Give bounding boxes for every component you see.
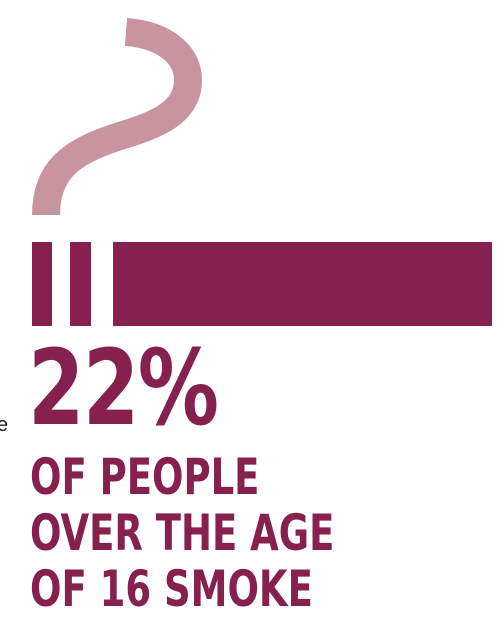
cigarette-filter-stripe-2	[70, 242, 91, 326]
caption-line-3: OF 16 SMOKE	[30, 560, 313, 618]
caption-line-1: OF PEOPLE	[30, 448, 260, 506]
smoke-icon	[32, 18, 203, 216]
stat-value: 22%	[28, 327, 219, 449]
cropped-text-fragment: e	[0, 414, 9, 436]
caption-line-2: OVER THE AGE	[30, 504, 335, 562]
cigarette-body	[113, 242, 492, 326]
stat-caption: OF PEOPLE OVER THE AGE OF 16 SMOKE	[30, 449, 441, 617]
cigarette-filter-stripe-1	[32, 242, 52, 326]
